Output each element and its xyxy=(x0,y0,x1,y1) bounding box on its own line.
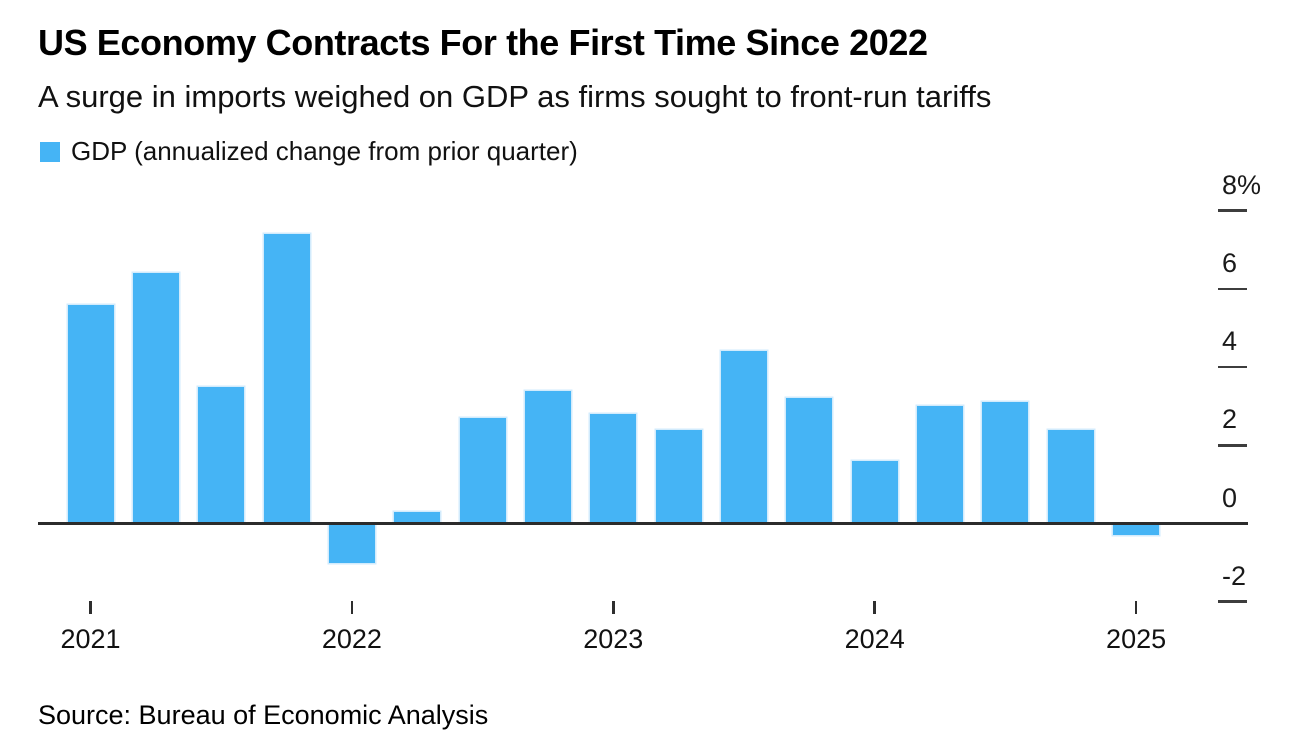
y-tick-label--2: -2 xyxy=(1222,560,1247,591)
bar-2024-q4 xyxy=(1047,429,1094,524)
y-tick-dash-4 xyxy=(1218,365,1247,369)
bar-2023-q1 xyxy=(590,414,637,524)
x-tick-label-2021: 2021 xyxy=(60,624,121,654)
bar-2023-q4 xyxy=(786,398,833,524)
y-tick-label-8%: 8% xyxy=(1222,169,1262,200)
x-tick-2022 xyxy=(350,601,354,614)
y-tick-label-6: 6 xyxy=(1222,247,1238,278)
chart-subtitle: A surge in imports weighed on GDP as fir… xyxy=(38,79,992,114)
bar-2022-q1 xyxy=(328,523,375,563)
y-tick-label-0: 0 xyxy=(1222,482,1238,513)
legend-swatch-icon xyxy=(40,141,60,162)
bar-2021-q4 xyxy=(263,234,310,524)
bar-2021-q1 xyxy=(67,304,114,524)
x-tick-label-2023: 2023 xyxy=(583,624,644,654)
bar-2021-q2 xyxy=(132,273,179,524)
x-axis-baseline xyxy=(38,522,1248,525)
x-tick-2024 xyxy=(873,601,876,614)
bar-2022-q3 xyxy=(459,417,506,524)
bar-2023-q3 xyxy=(721,351,767,524)
y-tick-dash-6 xyxy=(1218,287,1247,291)
bar-2025-q1 xyxy=(1113,523,1160,536)
bar-2023-q2 xyxy=(655,429,702,524)
x-tick-label-2022: 2022 xyxy=(321,624,382,654)
y-tick-dash-2 xyxy=(1218,444,1247,447)
x-tick-2025 xyxy=(1134,601,1138,614)
legend: GDP (annualized change from prior quarte… xyxy=(40,136,578,167)
source-attribution: Source: Bureau of Economic Analysis xyxy=(38,700,489,730)
y-tick-label-4: 4 xyxy=(1222,326,1238,357)
bar-2024-q1 xyxy=(851,460,898,524)
x-tick-label-2024: 2024 xyxy=(844,624,905,654)
bar-2022-q4 xyxy=(524,390,571,524)
bar-2022-q2 xyxy=(394,511,441,524)
y-tick-dash--2 xyxy=(1218,600,1247,603)
x-tick-label-2025: 2025 xyxy=(1106,624,1167,654)
x-tick-2023 xyxy=(612,601,615,614)
legend-label: GDP (annualized change from prior quarte… xyxy=(71,136,578,166)
y-tick-label-2: 2 xyxy=(1222,404,1238,435)
y-tick-dash-8% xyxy=(1218,209,1247,212)
x-tick-2021 xyxy=(89,601,92,614)
chart-title: US Economy Contracts For the First Time … xyxy=(38,22,928,63)
bar-2021-q3 xyxy=(198,386,245,524)
bar-2024-q2 xyxy=(917,406,964,524)
bar-2024-q3 xyxy=(982,402,1029,524)
